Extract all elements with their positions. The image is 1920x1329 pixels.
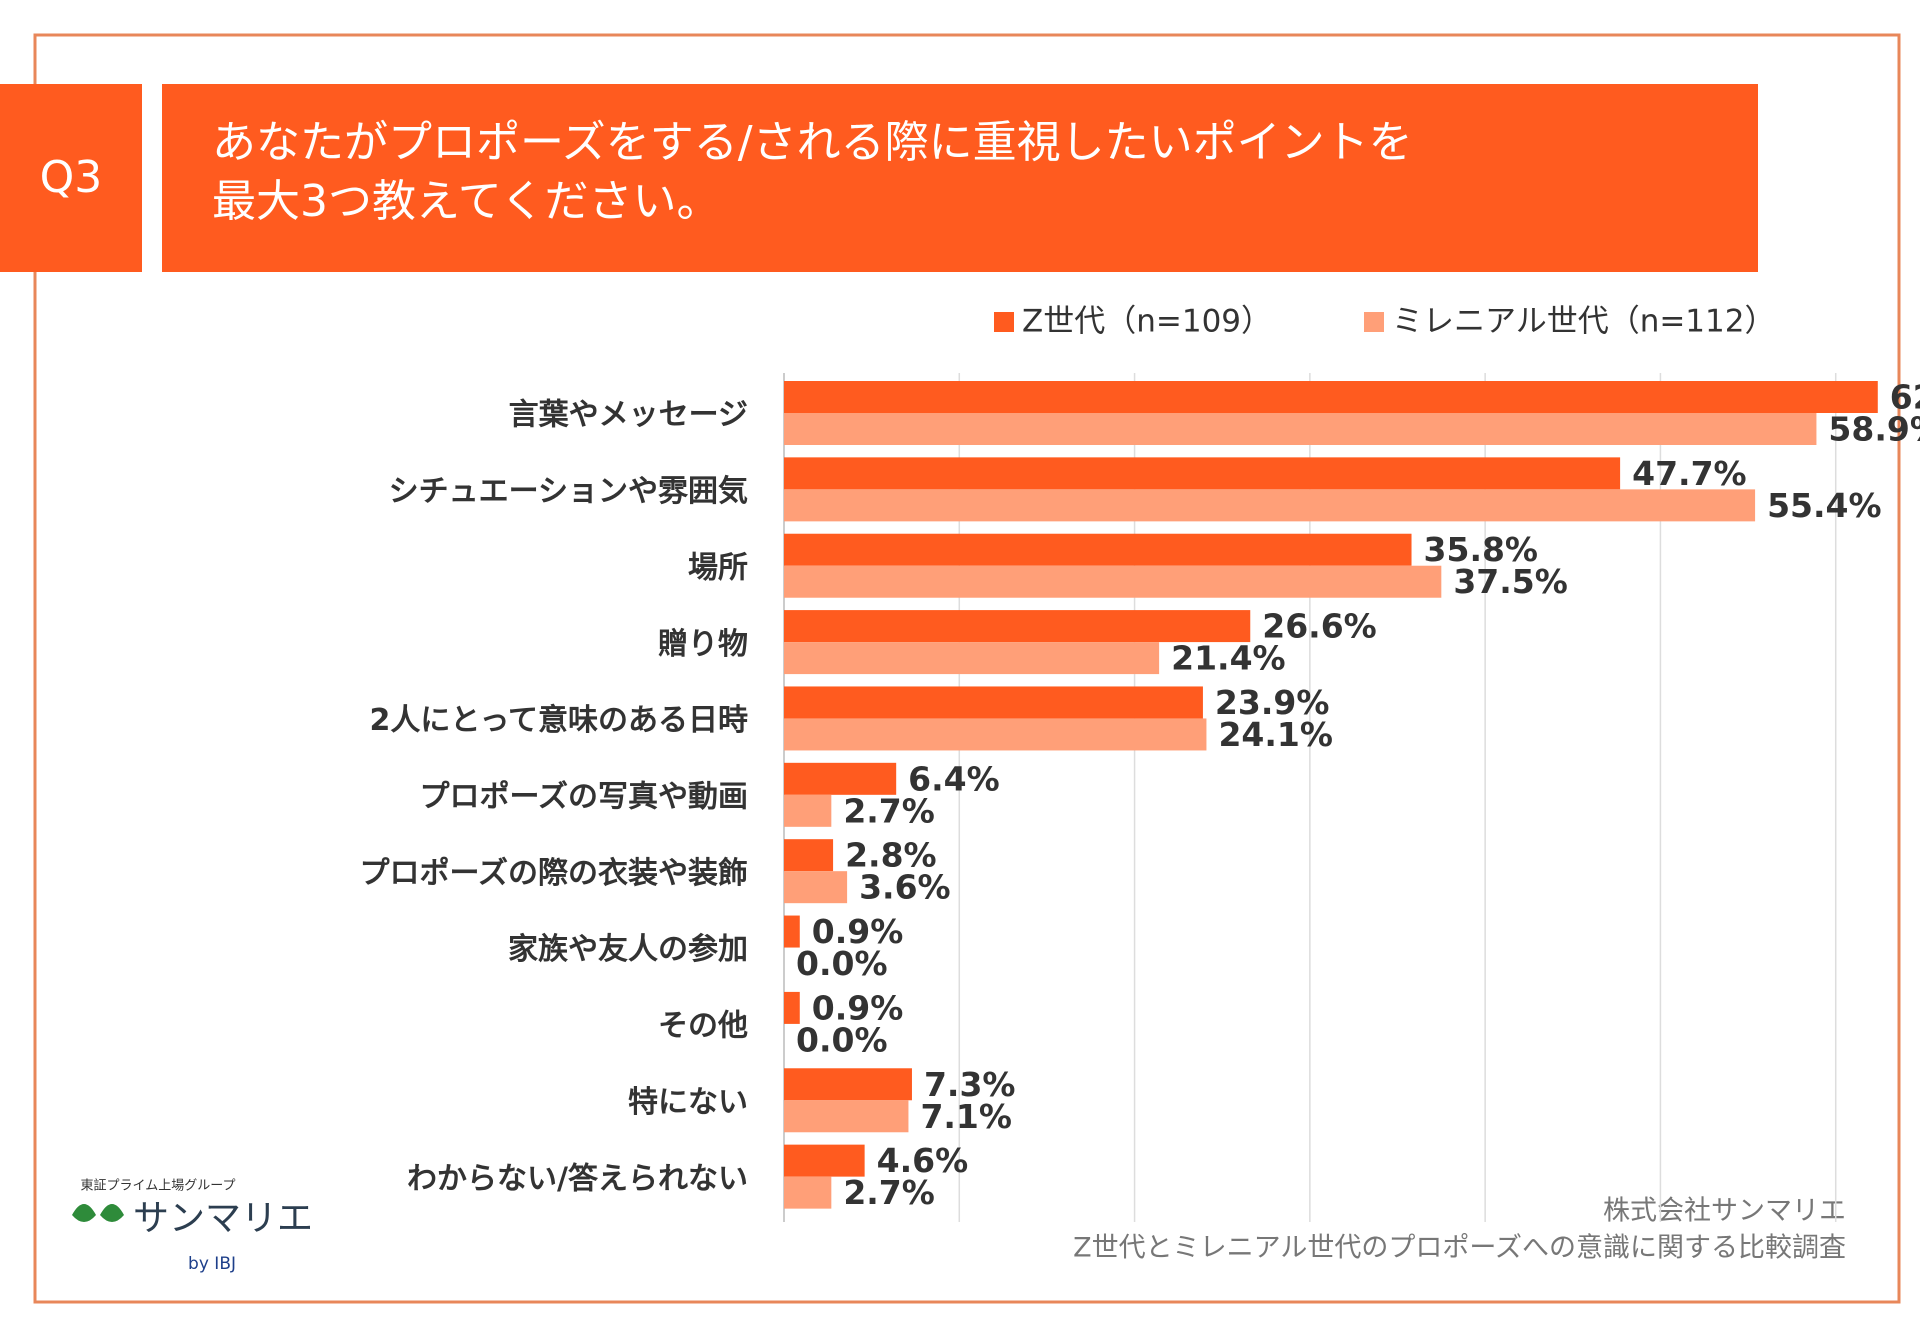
category-label: 場所 bbox=[688, 550, 748, 585]
bar bbox=[784, 762, 897, 795]
category-label: プロポーズの際の衣装や装飾 bbox=[360, 856, 749, 891]
category-label: わからない/答えられない bbox=[407, 1161, 748, 1196]
bar bbox=[784, 991, 800, 1024]
category-label: 贈り物 bbox=[658, 627, 748, 662]
bar bbox=[784, 871, 848, 904]
value-label: 35.8% bbox=[1424, 530, 1539, 569]
footer-company: 株式会社サンマリエ bbox=[1603, 1196, 1846, 1227]
logo-by: by IBJ bbox=[188, 1254, 236, 1274]
category-label: 言葉やメッセージ bbox=[509, 398, 748, 433]
bar bbox=[784, 489, 1756, 522]
category-label: プロポーズの写真や動画 bbox=[420, 780, 749, 815]
value-label: 2.7% bbox=[843, 791, 935, 830]
title-line: あなたがプロポーズをする/される際に重視したいポイントを bbox=[212, 117, 1413, 168]
value-label: 62.4% bbox=[1890, 378, 1920, 417]
category-label: その他 bbox=[658, 1009, 748, 1044]
bar bbox=[784, 381, 1878, 413]
value-label: 0.0% bbox=[796, 944, 888, 983]
footer-survey: Z世代とミレニアル世代のプロポーズへの意識に関する比較調査 bbox=[1073, 1233, 1846, 1264]
value-label: 26.6% bbox=[1262, 607, 1377, 646]
legend-label: Z世代（n=109） bbox=[1022, 304, 1272, 340]
value-label: 21.4% bbox=[1171, 639, 1286, 678]
bar bbox=[784, 413, 1817, 445]
bar bbox=[784, 686, 1203, 719]
bar bbox=[784, 915, 800, 948]
bar bbox=[784, 1100, 909, 1133]
value-label: 24.1% bbox=[1218, 715, 1333, 754]
bar bbox=[784, 1144, 865, 1177]
legend-swatch bbox=[994, 312, 1014, 332]
category-label: 特にない bbox=[628, 1085, 748, 1120]
logo-icon bbox=[72, 1204, 124, 1222]
bar bbox=[784, 533, 1412, 566]
value-label: 47.7% bbox=[1632, 454, 1747, 493]
category-label: 家族や友人の参加 bbox=[508, 932, 748, 967]
title-box bbox=[162, 84, 1758, 272]
value-label: 23.9% bbox=[1215, 683, 1330, 722]
value-label: 7.1% bbox=[920, 1097, 1012, 1136]
value-label: 58.9% bbox=[1828, 410, 1920, 449]
value-label: 4.6% bbox=[877, 1141, 969, 1180]
frame bbox=[33, 33, 1901, 1304]
value-label: 6.4% bbox=[908, 759, 1000, 798]
value-label: 7.3% bbox=[924, 1065, 1016, 1104]
bar bbox=[784, 565, 1442, 598]
bar bbox=[784, 457, 1621, 490]
bar bbox=[784, 1068, 912, 1101]
bar bbox=[784, 718, 1207, 751]
bar bbox=[784, 794, 832, 827]
legend-label: ミレニアル世代（n=112） bbox=[1392, 304, 1775, 340]
bar bbox=[784, 610, 1251, 643]
bar bbox=[784, 1176, 832, 1209]
value-label: 3.6% bbox=[859, 868, 951, 907]
value-label: 2.8% bbox=[845, 836, 937, 875]
bar bbox=[784, 839, 834, 872]
category-label: 2人にとって意味のある日時 bbox=[370, 703, 748, 738]
category-label: シチュエーションや雰囲気 bbox=[389, 474, 748, 509]
title-line: 最大3つ教えてください。 bbox=[212, 176, 720, 227]
legend-swatch bbox=[1364, 312, 1384, 332]
value-label: 0.0% bbox=[796, 1020, 888, 1059]
logo-group: 東証プライム上場グループ bbox=[81, 1178, 236, 1194]
badge: Q3 bbox=[40, 152, 103, 203]
value-label: 2.7% bbox=[843, 1173, 935, 1212]
badge-box bbox=[0, 84, 142, 272]
value-label: 55.4% bbox=[1767, 486, 1882, 525]
value-label: 37.5% bbox=[1453, 562, 1568, 601]
bar bbox=[784, 642, 1160, 675]
value-label: 0.9% bbox=[812, 988, 904, 1027]
value-label: 0.9% bbox=[812, 912, 904, 951]
logo-brand: サンマリエ bbox=[133, 1198, 313, 1239]
